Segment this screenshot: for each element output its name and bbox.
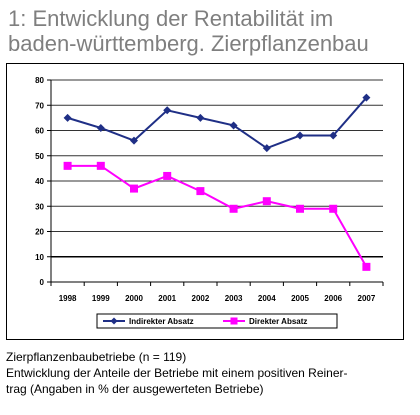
legend-marker xyxy=(110,317,118,325)
y-tick-label: 50 xyxy=(35,152,44,161)
series-line xyxy=(67,164,368,268)
data-point xyxy=(296,204,304,213)
x-tick-label: 2003 xyxy=(225,294,243,303)
x-tick-label: 2006 xyxy=(324,294,342,303)
y-tick-label: 60 xyxy=(35,127,44,136)
page-title-line-1: 1: Entwicklung der Rentabilität im xyxy=(8,6,334,31)
x-tick-label: 2000 xyxy=(125,294,143,303)
x-tick-label: 2002 xyxy=(192,294,210,303)
y-tick-label: 40 xyxy=(35,177,44,186)
data-point xyxy=(96,123,105,132)
legend-marker xyxy=(230,317,238,325)
caption-line-2: Entwicklung der Anteile der Betriebe mit… xyxy=(6,366,348,380)
page-title-line-2: baden-württemberg. Zierpflanzenbau xyxy=(8,31,369,56)
y-tick-label: 20 xyxy=(35,228,44,237)
data-point xyxy=(163,171,172,180)
data-point xyxy=(262,144,271,153)
data-point xyxy=(329,204,338,213)
data-point xyxy=(196,113,205,122)
line-chart: 0 10 20 30 40 50 60 70 80 1998 1999 2000 2001 2002 200… xyxy=(35,76,384,329)
data-point xyxy=(262,197,271,206)
legend-box xyxy=(96,313,338,329)
x-tick-label: 2001 xyxy=(158,294,176,303)
data-point xyxy=(96,161,105,170)
data-point xyxy=(362,262,371,271)
y-tick-label: 0 xyxy=(40,278,45,287)
page-title: 1: Entwicklung der Rentabilität im baden… xyxy=(8,6,412,56)
caption-line-3: trag (Angaben in % der ausgewerteten Bet… xyxy=(6,382,264,396)
x-tick-label: 1999 xyxy=(92,294,110,303)
legend-label: Indirekter Absatz xyxy=(129,317,194,326)
data-point xyxy=(229,121,238,130)
data-point xyxy=(296,131,304,140)
data-point xyxy=(329,131,338,140)
data-point xyxy=(163,106,172,115)
x-tick-label: 1998 xyxy=(59,294,77,303)
x-tick-label: 2005 xyxy=(291,294,309,303)
y-tick-label: 80 xyxy=(35,76,44,85)
y-tick-label: 30 xyxy=(35,202,44,211)
chart-caption: Zierpflanzenbaubetriebe (n = 119) Entwic… xyxy=(6,349,416,397)
legend-label: Direkter Absatz xyxy=(249,317,307,326)
data-point xyxy=(196,187,205,196)
data-point xyxy=(362,93,371,102)
data-point xyxy=(63,113,72,122)
y-tick-label: 10 xyxy=(35,253,44,262)
data-point xyxy=(130,136,138,145)
caption-line-1: Zierpflanzenbaubetriebe (n = 119) xyxy=(6,350,187,364)
x-tick-label: 2007 xyxy=(358,294,376,303)
y-tick-label: 70 xyxy=(35,101,44,110)
data-point xyxy=(63,161,72,170)
data-point xyxy=(229,204,238,213)
chart-frame: 0 10 20 30 40 50 60 70 80 1998 1999 2000 2001 2002 200… xyxy=(6,63,404,340)
data-point xyxy=(130,184,138,193)
series-line xyxy=(67,97,368,150)
x-tick-label: 2004 xyxy=(258,294,276,303)
